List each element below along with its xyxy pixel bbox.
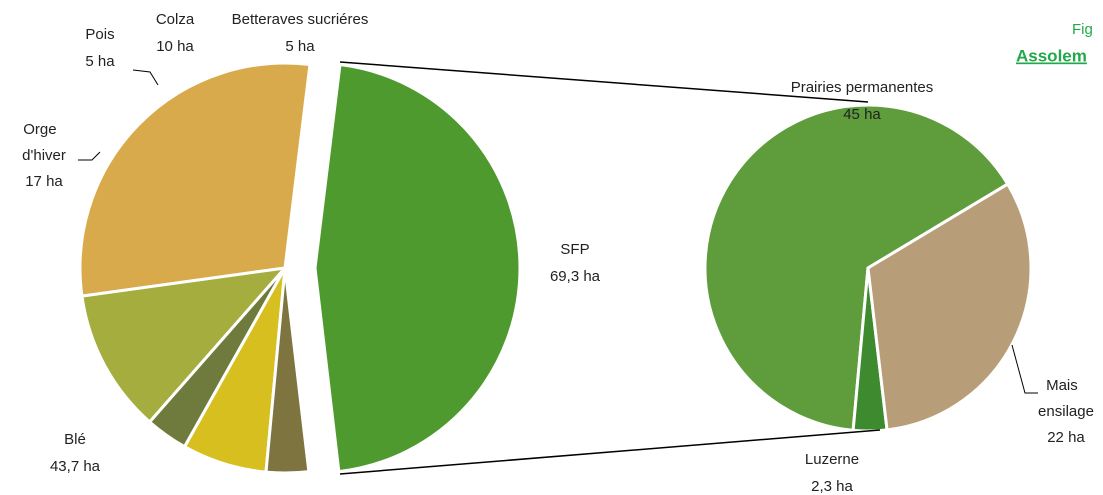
pie-slice: [866, 181, 1033, 432]
category-label: Pois: [85, 26, 114, 43]
pie-slice: [78, 61, 312, 298]
pie-slice: [313, 62, 522, 474]
category-label: Betteraves sucriéres: [232, 11, 369, 28]
figure-label: Fig: [1072, 21, 1093, 38]
value-label: 45 ha: [843, 106, 881, 123]
leader-line: [132, 69, 159, 86]
category-label: SFP: [560, 241, 589, 258]
category-label: Orge d'hiver: [22, 121, 66, 164]
category-label: Prairies permanentes: [791, 79, 934, 96]
value-label: 10 ha: [156, 38, 194, 55]
value-label: 2,3 ha: [811, 478, 853, 495]
pie-slice: [80, 265, 289, 425]
value-label: 17 ha: [25, 173, 63, 190]
connector-line: [339, 61, 869, 103]
figure-title: Assolem: [1016, 46, 1087, 65]
value-label: 5 ha: [85, 53, 115, 70]
leader-line: [1011, 344, 1038, 394]
value-label: 5 ha: [285, 38, 315, 55]
category-label: Blé: [64, 431, 86, 448]
pie-slice: [264, 267, 311, 475]
category-label: Colza: [156, 11, 195, 28]
category-label: Luzerne: [805, 451, 859, 468]
value-label: 22 ha: [1047, 429, 1085, 446]
leader-line: [78, 151, 101, 161]
pie-slice: [703, 103, 1010, 432]
value-label: 43,7 ha: [50, 458, 101, 475]
category-label: Mais ensilage: [1038, 377, 1094, 420]
connector-line: [339, 429, 881, 475]
value-label: 69,3 ha: [550, 268, 601, 285]
